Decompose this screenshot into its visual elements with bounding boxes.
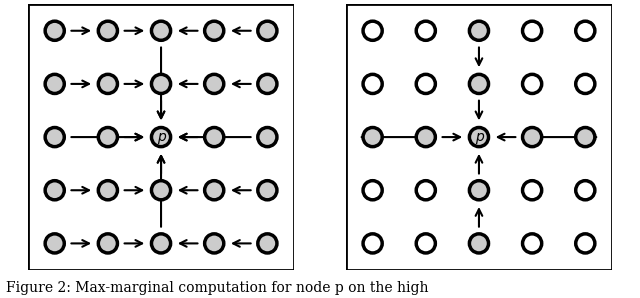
Circle shape [522, 128, 541, 147]
Circle shape [416, 21, 435, 40]
Circle shape [363, 181, 382, 200]
Circle shape [205, 21, 224, 40]
FancyBboxPatch shape [346, 4, 612, 270]
Circle shape [45, 234, 64, 253]
Circle shape [416, 128, 435, 147]
Circle shape [45, 181, 64, 200]
Circle shape [152, 74, 171, 94]
Circle shape [258, 74, 277, 94]
Circle shape [576, 128, 595, 147]
Circle shape [469, 21, 488, 40]
Circle shape [205, 128, 224, 147]
FancyBboxPatch shape [28, 4, 294, 270]
Circle shape [363, 21, 382, 40]
Text: p: p [475, 130, 483, 144]
Circle shape [45, 128, 64, 147]
Circle shape [205, 181, 224, 200]
Circle shape [152, 234, 171, 253]
Circle shape [205, 74, 224, 94]
Circle shape [576, 74, 595, 94]
Circle shape [469, 74, 488, 94]
Circle shape [205, 234, 224, 253]
Circle shape [258, 181, 277, 200]
Circle shape [469, 128, 488, 147]
Circle shape [258, 234, 277, 253]
Circle shape [576, 181, 595, 200]
Circle shape [258, 128, 277, 147]
Circle shape [416, 74, 435, 94]
Circle shape [99, 234, 118, 253]
Circle shape [99, 21, 118, 40]
Circle shape [45, 74, 64, 94]
Circle shape [99, 74, 118, 94]
Circle shape [576, 234, 595, 253]
Circle shape [522, 74, 541, 94]
Circle shape [258, 21, 277, 40]
Circle shape [363, 128, 382, 147]
Circle shape [152, 128, 171, 147]
Circle shape [99, 181, 118, 200]
Text: p: p [157, 130, 165, 144]
Circle shape [152, 181, 171, 200]
Circle shape [45, 21, 64, 40]
Circle shape [363, 234, 382, 253]
Circle shape [469, 181, 488, 200]
Circle shape [469, 234, 488, 253]
Circle shape [522, 21, 541, 40]
Circle shape [363, 74, 382, 94]
Circle shape [152, 21, 171, 40]
Circle shape [576, 21, 595, 40]
Text: Figure 2: Max-marginal computation for node p on the high: Figure 2: Max-marginal computation for n… [6, 281, 429, 295]
Circle shape [416, 234, 435, 253]
Circle shape [99, 128, 118, 147]
Circle shape [416, 181, 435, 200]
Circle shape [522, 234, 541, 253]
Circle shape [522, 181, 541, 200]
